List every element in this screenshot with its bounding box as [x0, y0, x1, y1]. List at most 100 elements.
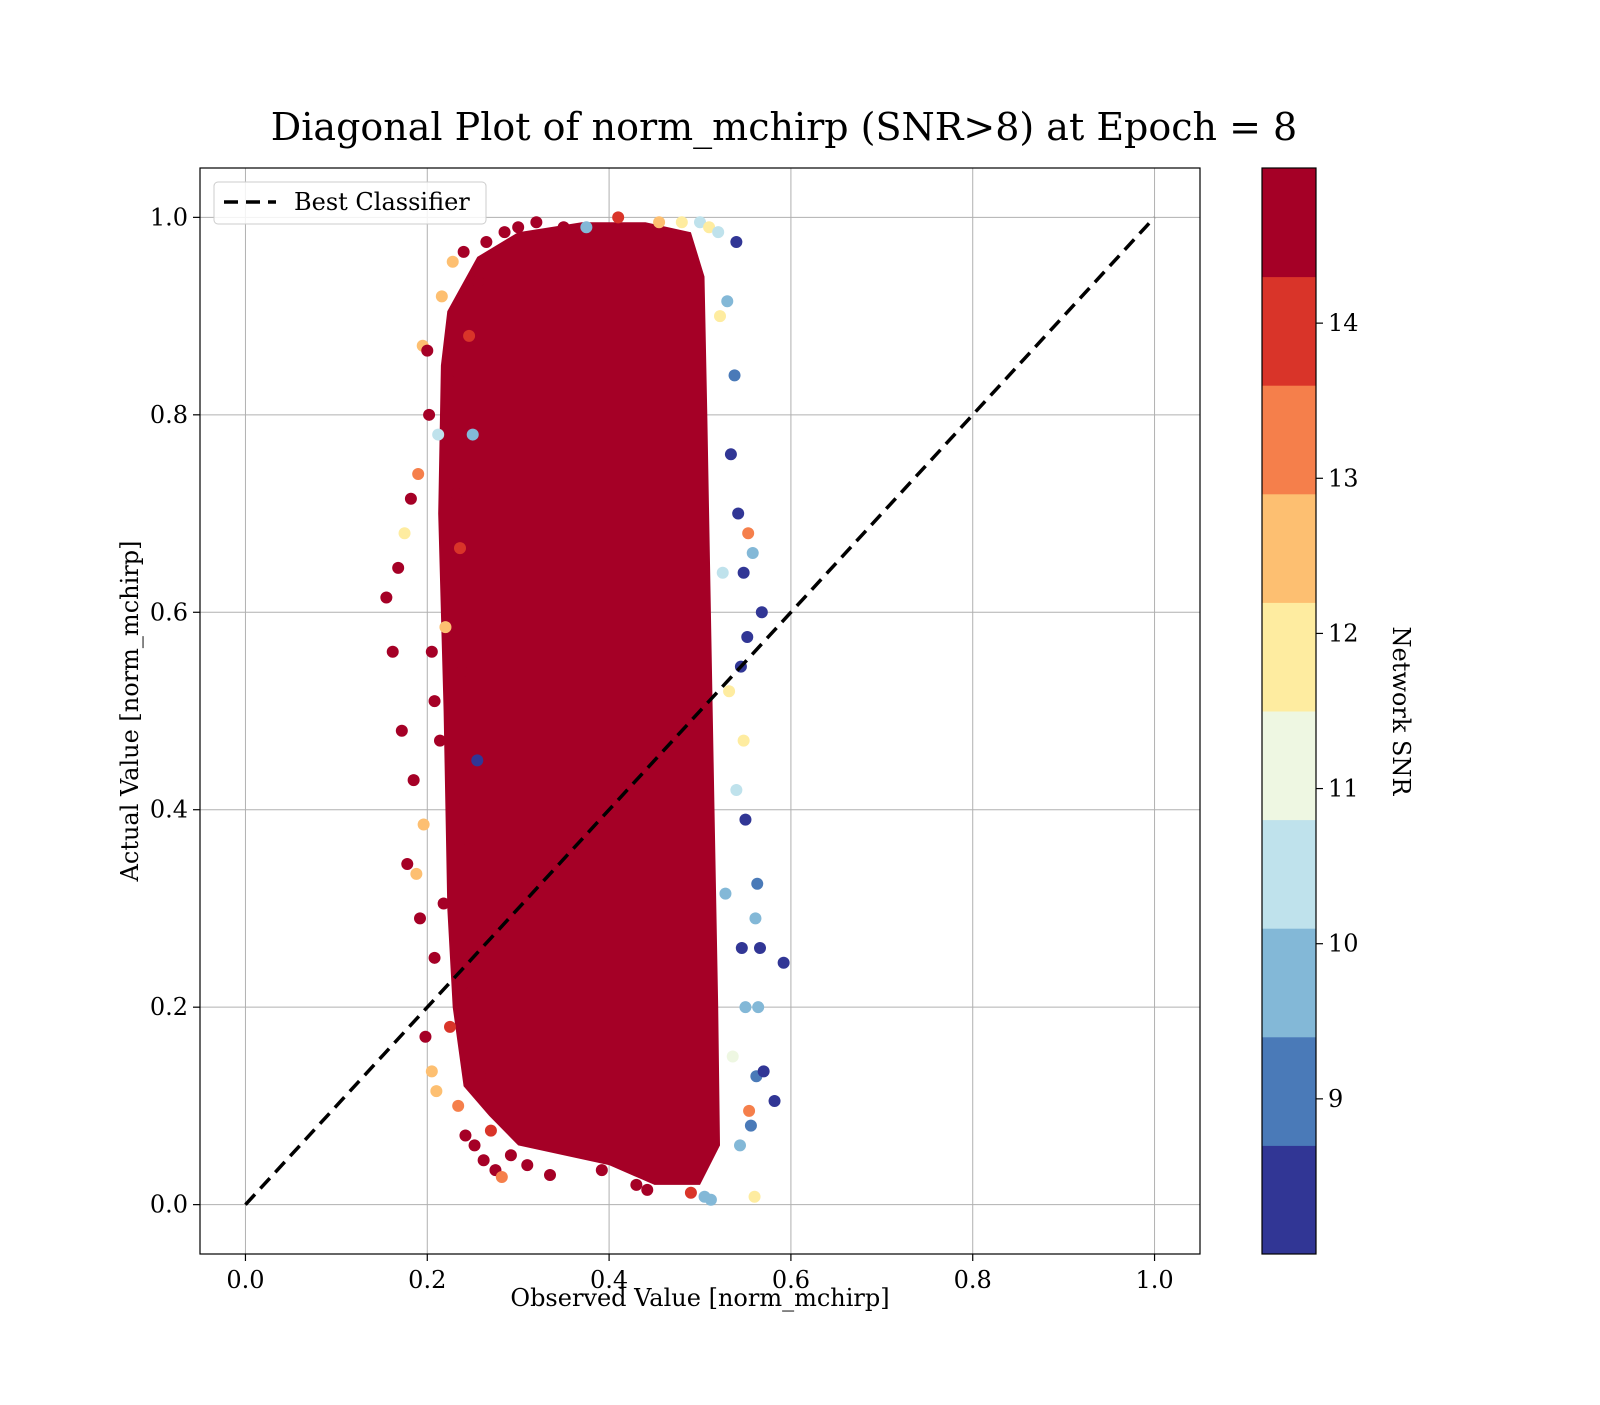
scatter-point-6 [404, 492, 417, 505]
scatter-point-53 [530, 216, 543, 229]
scatter-point-27 [444, 1020, 456, 1033]
scatter-point-45 [480, 236, 493, 249]
scatter-point-59 [630, 1178, 643, 1191]
scatter-point-56 [580, 221, 593, 234]
scatter-point-55 [557, 221, 570, 234]
scatter-point-75 [726, 1050, 739, 1063]
scatter-point-30 [450, 487, 463, 500]
colorbar-band-6 [1262, 493, 1316, 603]
scatter-point-83 [737, 566, 750, 579]
scatter-point-79 [732, 507, 745, 520]
scatter-point-5 [401, 858, 414, 871]
colorbar-tick-label-4: 13 [1328, 464, 1359, 492]
scatter-point-66 [703, 221, 716, 234]
scatter-point-1 [386, 645, 399, 658]
scatter-point-0 [380, 591, 393, 604]
scatter-point-50 [504, 1149, 517, 1162]
scatter-point-97 [754, 941, 766, 954]
scatter-point-32 [454, 542, 466, 555]
scatter-point-40 [468, 1139, 481, 1152]
y-tick-label-5: 1.0 [150, 203, 188, 231]
scatter-point-58 [612, 211, 625, 224]
legend-label-best-classifier: Best Classifier [294, 188, 470, 216]
scatter-point-31 [452, 1099, 465, 1112]
scatter-point-74 [724, 448, 737, 461]
scatter-point-36 [462, 843, 475, 856]
scatter-point-44 [477, 1154, 490, 1167]
scatter-point-69 [714, 310, 726, 323]
scatter-point-28 [446, 255, 459, 268]
scatter-point-72 [721, 295, 734, 308]
scatter-point-82 [735, 941, 748, 954]
colorbar-band-4 [1262, 711, 1316, 821]
chart-title: Diagonal Plot of norm_mchirp (SNR>8) at … [271, 105, 1297, 150]
scatter-point-92 [748, 1190, 761, 1203]
scatter-point-48 [495, 1170, 508, 1183]
scatter-point-14 [421, 344, 434, 357]
scatter-point-96 [752, 1001, 765, 1014]
scatter-point-63 [684, 1186, 697, 1199]
scatter-point-24 [437, 897, 450, 910]
scatter-point-23 [435, 290, 448, 303]
scatter-point-87 [741, 630, 754, 643]
scatter-point-41 [471, 754, 484, 767]
scatter-points [380, 211, 790, 1206]
scatter-point-77 [730, 236, 743, 249]
scatter-point-99 [757, 1065, 770, 1078]
scatter-point-80 [734, 1139, 746, 1152]
scatter-point-8 [410, 867, 423, 880]
colorbar-band-3 [1262, 819, 1316, 929]
scatter-point-16 [425, 645, 438, 658]
colorbar-ticks: 9 10 11 12 13 14 [1316, 309, 1359, 1113]
scatter-point-2 [392, 561, 405, 574]
colorbar-tick-label-2: 11 [1328, 775, 1359, 803]
scatter-point-93 [749, 912, 762, 925]
scatter-point-35 [459, 1129, 472, 1142]
scatter-point-20 [430, 1085, 443, 1098]
scatter-point-15 [423, 408, 436, 421]
y-axis-ticks: 0.0 0.2 0.4 0.6 0.8 1.0 [150, 203, 200, 1219]
y-tick-label-3: 0.6 [150, 598, 188, 626]
scatter-point-3 [395, 724, 408, 737]
colorbar-band-9 [1262, 168, 1316, 278]
colorbar-tick-label-0: 9 [1328, 1085, 1343, 1113]
scatter-point-17 [425, 1065, 438, 1078]
x-tick-label-2: 0.4 [590, 1266, 628, 1294]
scatter-point-71 [719, 887, 732, 900]
colorbar-band-7 [1262, 385, 1316, 495]
scatter-point-73 [723, 685, 736, 698]
scatter-point-61 [653, 216, 666, 229]
y-tick-label-2: 0.4 [150, 796, 188, 824]
colorbar-tick-label-1: 10 [1328, 930, 1359, 958]
scatter-point-33 [455, 665, 468, 678]
colorbar-band-5 [1262, 602, 1316, 712]
colorbar-band-0 [1262, 1145, 1316, 1255]
scatter-point-37 [463, 329, 476, 342]
scatter-point-62 [675, 216, 688, 229]
scatter-point-89 [743, 1104, 756, 1117]
scatter-point-90 [744, 1119, 757, 1132]
x-tick-label-0: 0.0 [226, 1266, 264, 1294]
scatter-point-9 [412, 468, 425, 481]
scatter-point-21 [432, 428, 445, 441]
colorbar [1262, 168, 1316, 1255]
best-classifier-line [244, 216, 1156, 1206]
scatter-point-57 [595, 1164, 608, 1177]
dense-point-cloud [438, 222, 720, 1185]
colorbar-frame [1261, 167, 1317, 1255]
scatter-point-52 [521, 1159, 534, 1172]
colorbar-label: Network SNR [1387, 627, 1415, 797]
colorbar-band-1 [1262, 1036, 1316, 1146]
scatter-point-78 [730, 783, 743, 796]
scatter-point-7 [407, 774, 420, 787]
scatter-point-13 [419, 1030, 432, 1043]
x-axis-ticks: 0.0 0.2 0.4 0.6 0.8 1.0 [226, 1254, 1174, 1294]
y-tick-label-4: 0.8 [150, 401, 188, 429]
scatter-point-43 [474, 1070, 486, 1083]
scatter-point-91 [746, 547, 759, 560]
scatter-point-86 [739, 1001, 752, 1014]
y-axis-label: Actual Value [norm_mchirp] [116, 541, 144, 883]
scatter-point-26 [443, 374, 456, 387]
scatter-point-25 [439, 621, 452, 634]
